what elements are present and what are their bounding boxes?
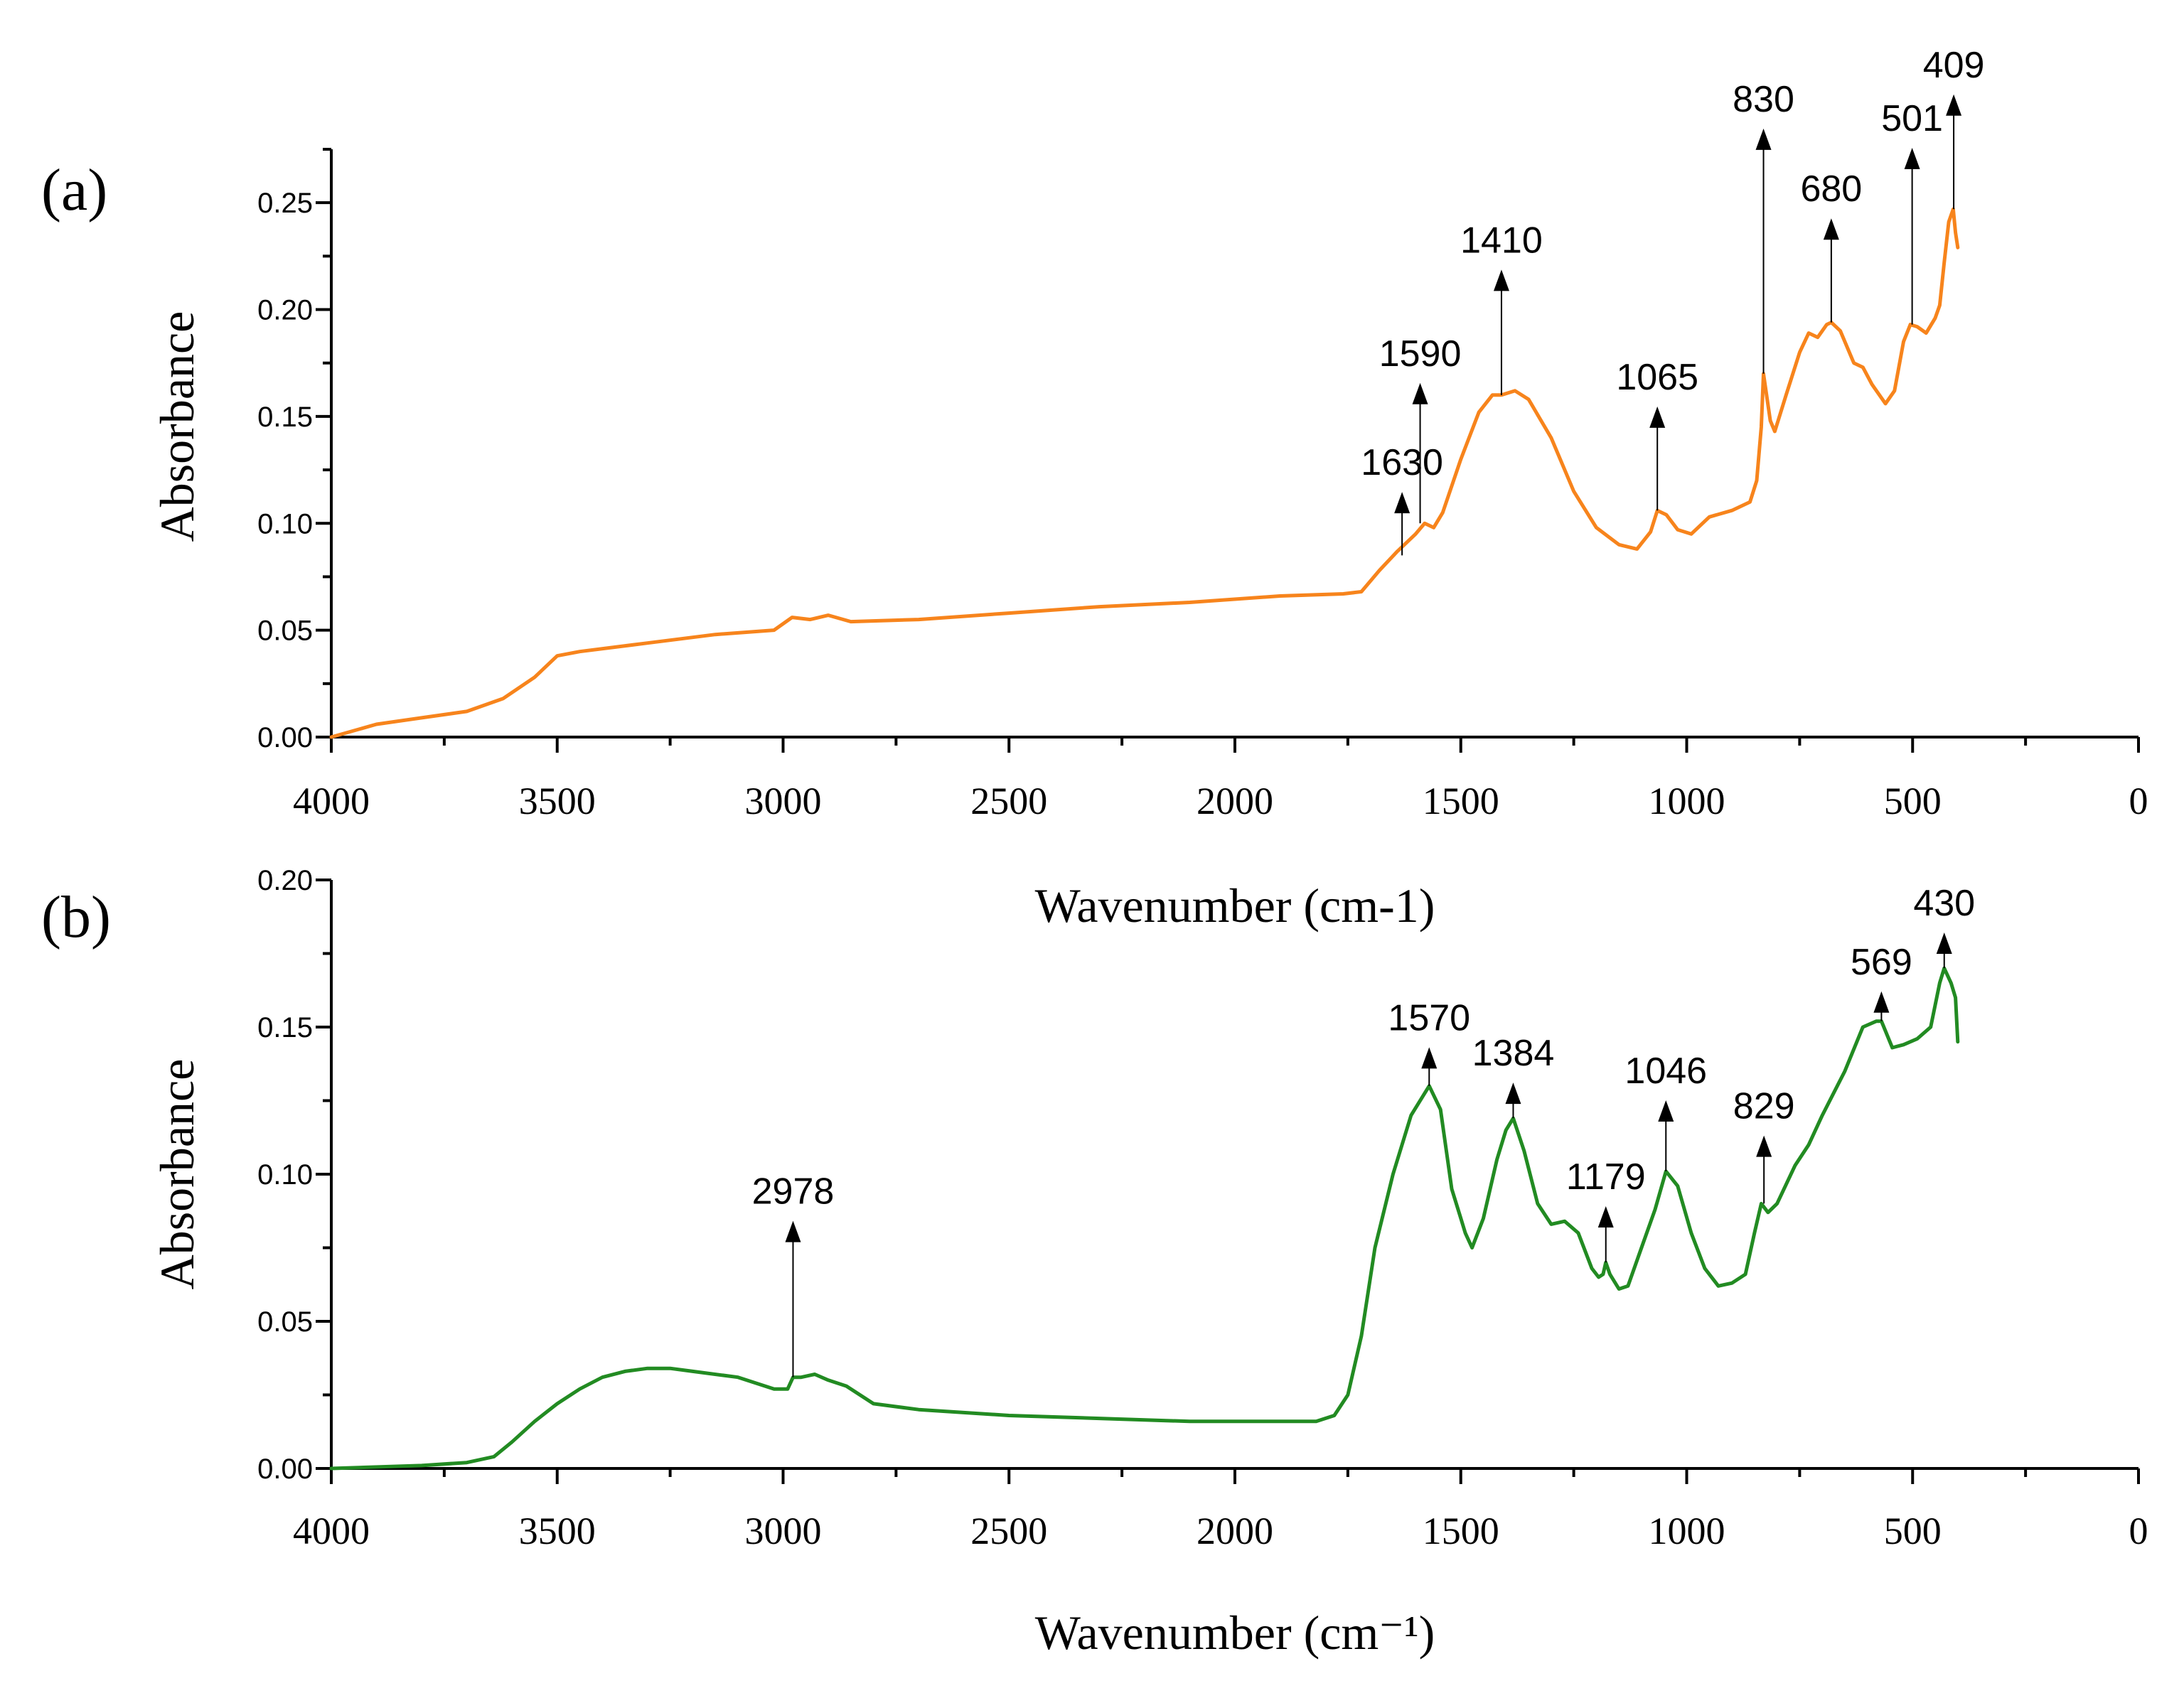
- peak-label: 430: [1913, 883, 1975, 924]
- y-tick-label: 0.20: [257, 295, 313, 326]
- panel-a-ticks: 4000 3500 3000 2500 2000 1500 1000 500 0 0.00 0.05…: [257, 148, 2148, 822]
- y-tick-label: 0.10: [257, 1159, 313, 1191]
- panel-a-y-axis-title: Absorbance: [150, 311, 204, 542]
- x-tick-label: 500: [1884, 1510, 1942, 1552]
- x-tick-label: 4000: [293, 780, 370, 822]
- x-tick-label: 2000: [1197, 1510, 1273, 1552]
- x-tick-label: 1000: [1649, 780, 1725, 822]
- peak-arrowhead: [1597, 1205, 1614, 1227]
- y-tick-label: 0.25: [257, 188, 313, 219]
- y-tick-label: 0.05: [257, 616, 313, 647]
- peak-label: 1630: [1361, 442, 1443, 483]
- peak-arrowhead: [1755, 128, 1772, 150]
- panel-b-label: (b): [41, 884, 111, 950]
- panel-a-annotations: 1630 1590 1410 1065 830 680 501 409: [1361, 45, 1984, 556]
- y-tick-label: 0.15: [257, 402, 313, 433]
- peak-label: 1570: [1388, 997, 1470, 1038]
- peak-arrowhead: [1394, 492, 1410, 514]
- x-tick-label: 3500: [519, 780, 596, 822]
- panel-a-x-axis-title: Wavenumber (cm-1): [1035, 879, 1435, 933]
- peak-arrowhead: [1649, 406, 1666, 428]
- y-tick-label: 0.20: [257, 865, 313, 896]
- peak-arrowhead: [1493, 269, 1509, 291]
- y-tick-label: 0.05: [257, 1306, 313, 1338]
- peak-label: 1384: [1472, 1033, 1555, 1074]
- y-tick-label: 0.00: [257, 722, 313, 753]
- panel-a-label: (a): [41, 157, 107, 223]
- x-tick-label: 500: [1884, 780, 1942, 822]
- peak-label: 2978: [752, 1171, 835, 1213]
- panel-b-x-axis-title: Wavenumber (cm⁻¹): [1035, 1606, 1435, 1660]
- x-tick-label: 0: [2129, 780, 2148, 822]
- x-tick-label: 2500: [970, 1510, 1047, 1552]
- peak-arrowhead: [1658, 1100, 1674, 1122]
- peak-arrowhead: [1904, 147, 1920, 169]
- peak-arrowhead: [1756, 1135, 1772, 1157]
- panel-a-spectrum-line: [329, 207, 1960, 739]
- panel-b-ticks: 4000 3500 3000 2500 2000 1500 1000 500 0 0.00 0.05…: [257, 865, 2148, 1552]
- x-tick-label: 4000: [293, 1510, 370, 1552]
- x-tick-label: 3500: [519, 1510, 596, 1552]
- peak-label: 1046: [1624, 1051, 1707, 1092]
- peak-arrowhead: [785, 1220, 801, 1242]
- peak-arrowhead: [1412, 382, 1428, 404]
- x-tick-label: 1000: [1649, 1510, 1725, 1552]
- peak-label: 829: [1733, 1086, 1795, 1127]
- peak-arrowhead: [1505, 1082, 1521, 1105]
- peak-label: 409: [1923, 45, 1985, 86]
- peak-arrowhead: [1823, 218, 1839, 240]
- peak-label: 680: [1800, 168, 1862, 210]
- peak-arrowhead: [1936, 932, 1952, 954]
- panel-b-y-axis-title: Absorbance: [150, 1059, 204, 1290]
- peak-label: 1179: [1566, 1156, 1646, 1198]
- peak-label: 830: [1733, 79, 1794, 120]
- x-tick-label: 0: [2129, 1510, 2148, 1552]
- x-tick-label: 2000: [1197, 780, 1273, 822]
- y-tick-label: 0.10: [257, 508, 313, 539]
- x-tick-label: 3000: [745, 1510, 822, 1552]
- y-tick-label: 0.15: [257, 1012, 313, 1043]
- peak-arrowhead: [1421, 1047, 1438, 1069]
- peak-label: 1590: [1379, 333, 1462, 375]
- panel-b: (b) 4000 3500 3000 2500 2000 1500 1000 500 0 0.00…: [41, 865, 2148, 1660]
- peak-label: 569: [1851, 942, 1912, 983]
- peak-arrowhead: [1946, 94, 1962, 116]
- peak-arrowhead: [1873, 991, 1890, 1013]
- peak-label: 501: [1881, 98, 1943, 139]
- x-tick-label: 3000: [745, 780, 822, 822]
- x-tick-label: 1500: [1423, 1510, 1499, 1552]
- x-tick-label: 2500: [970, 780, 1047, 822]
- peak-label: 1065: [1616, 357, 1698, 398]
- panel-b-spectrum-line: [329, 966, 1960, 1471]
- panel-a: (a) 4000 3500 3000 2500 2000 1500 1000 500 0 0.00…: [41, 45, 2148, 933]
- y-tick-label: 0.00: [257, 1454, 313, 1485]
- peak-label: 1410: [1460, 220, 1543, 261]
- x-tick-label: 1500: [1423, 780, 1499, 822]
